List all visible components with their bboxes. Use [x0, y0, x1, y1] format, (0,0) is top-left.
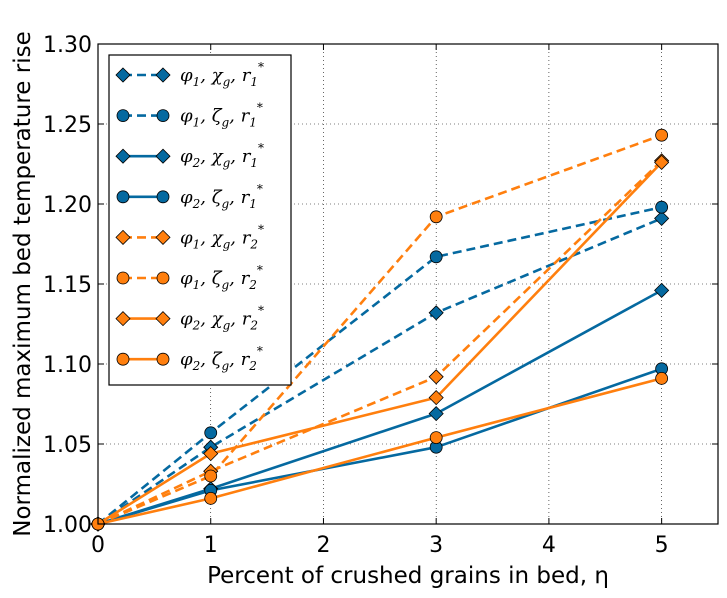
- series-line-1: [97, 217, 663, 526]
- legend-item: φ2, ζg, r2*: [116, 344, 263, 373]
- series-7-point: [203, 446, 219, 462]
- legend-label: φ2, ζg, r1*: [180, 182, 263, 211]
- legend-marker: [115, 229, 131, 245]
- legend-marker: [156, 352, 170, 366]
- y-tick-label: 1.05: [43, 433, 92, 458]
- axis-ticks: 0 1 2 3 4 5 1.00 1.05 1.10 1.15 1.20 1.25 1.30: [43, 33, 718, 558]
- legend-marker: [116, 109, 130, 122]
- series-6-point: [204, 469, 218, 483]
- legend-marker: [116, 352, 130, 366]
- x-axis-label: Percent of crushed grains in bed, η: [207, 563, 609, 589]
- series-lines: [97, 133, 663, 526]
- legend-label: φ1, χg, r1*: [180, 60, 264, 89]
- legend-marker: [115, 67, 131, 83]
- y-tick-label: 1.10: [43, 353, 92, 378]
- x-tick-label: 1: [204, 533, 218, 558]
- legend-marker: [155, 311, 171, 327]
- series-2-point: [655, 200, 669, 214]
- series-8-point: [655, 371, 669, 385]
- series-8-point: [204, 491, 218, 505]
- series-6-point: [429, 210, 443, 224]
- x-tick-label: 0: [91, 533, 105, 558]
- legend-entries: φ1, χg, r1* φ1, ζg, r1* φ2, χg, r1* φ2, ζg,…: [115, 60, 264, 373]
- legend-label: φ2, χg, r2*: [180, 304, 264, 333]
- legend-label: φ2, χg, r1*: [180, 141, 264, 170]
- legend-marker: [156, 271, 170, 285]
- series-7-point: [654, 154, 670, 170]
- series-8-point: [429, 431, 443, 445]
- legend-label: φ1, ζg, r2*: [180, 263, 263, 292]
- legend-item: φ2, χg, r2*: [115, 304, 264, 333]
- series-1-point: [654, 210, 670, 226]
- series-7-point: [428, 390, 444, 406]
- series-2-point: [429, 250, 443, 264]
- series-1-point: [428, 305, 444, 321]
- x-tick-label: 2: [316, 533, 330, 558]
- y-axis-label: Normalized maximum bed temperature rise: [10, 31, 36, 536]
- legend-item: φ1, χg, r2*: [115, 222, 264, 251]
- x-tick-label: 4: [542, 533, 556, 558]
- legend-item: φ1, χg, r1*: [115, 60, 264, 89]
- legend-marker: [115, 148, 131, 164]
- series-line-5: [97, 159, 663, 526]
- series-6-point: [655, 128, 669, 142]
- series-5-point: [428, 369, 444, 385]
- series-2-point: [204, 426, 218, 440]
- x-tick-label: 5: [655, 533, 669, 558]
- series-line-6: [97, 133, 663, 526]
- legend-item: φ2, χg, r1*: [115, 141, 264, 170]
- legend-marker: [156, 190, 170, 204]
- legend-box: [108, 54, 292, 386]
- y-tick-label: 1.25: [43, 113, 92, 138]
- legend-marker: [116, 190, 130, 204]
- legend-marker: [155, 229, 171, 245]
- series-line-4: [97, 367, 663, 526]
- legend-marker: [155, 148, 171, 164]
- legend-marker: [116, 271, 130, 285]
- legend: φ1, χg, r1* φ1, ζg, r1* φ2, χg, r1* φ2, ζg,…: [108, 54, 292, 386]
- legend-label: φ1, ζg, r1*: [180, 101, 263, 130]
- legend-label: φ2, ζg, r2*: [180, 344, 263, 373]
- legend-label: φ1, χg, r2*: [180, 222, 264, 251]
- y-tick-label: 1.20: [43, 193, 92, 218]
- legend-marker: [155, 67, 171, 83]
- y-tick-label: 1.30: [43, 33, 92, 58]
- x-tick-label: 3: [429, 533, 443, 558]
- series-3-point: [428, 406, 444, 422]
- series-line-7: [97, 161, 663, 526]
- legend-item: φ1, ζg, r2*: [116, 263, 263, 292]
- y-tick-label: 1.00: [43, 513, 92, 538]
- series-3-point: [654, 282, 670, 298]
- series-line-8: [97, 377, 662, 526]
- legend-marker: [115, 311, 131, 327]
- y-tick-label: 1.15: [43, 273, 92, 298]
- legend-item: φ2, ζg, r1*: [116, 182, 263, 211]
- legend-item: φ1, ζg, r1*: [116, 101, 263, 130]
- series-markers: [90, 128, 670, 532]
- legend-marker: [156, 109, 170, 122]
